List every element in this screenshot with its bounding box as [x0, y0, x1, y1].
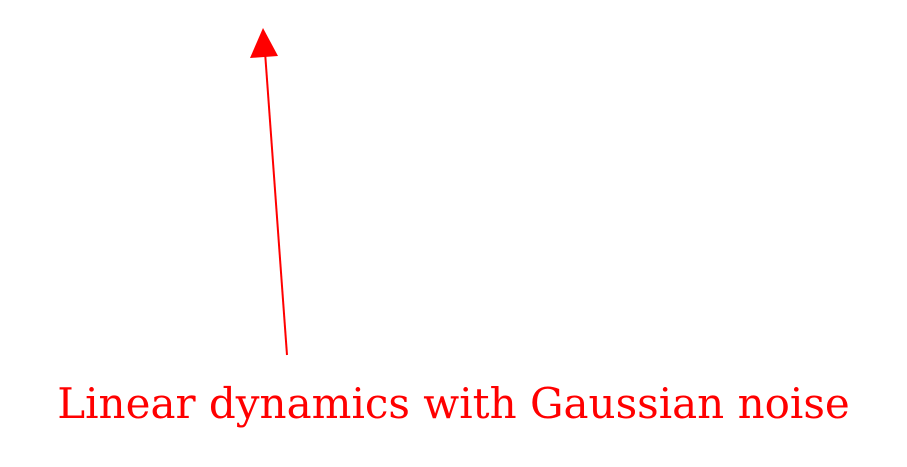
annotation-arrow	[250, 28, 287, 355]
annotation-label: Linear dynamics with Gaussian noise	[0, 374, 907, 434]
arrow-head	[250, 28, 278, 58]
arrow-shaft	[265, 52, 287, 355]
